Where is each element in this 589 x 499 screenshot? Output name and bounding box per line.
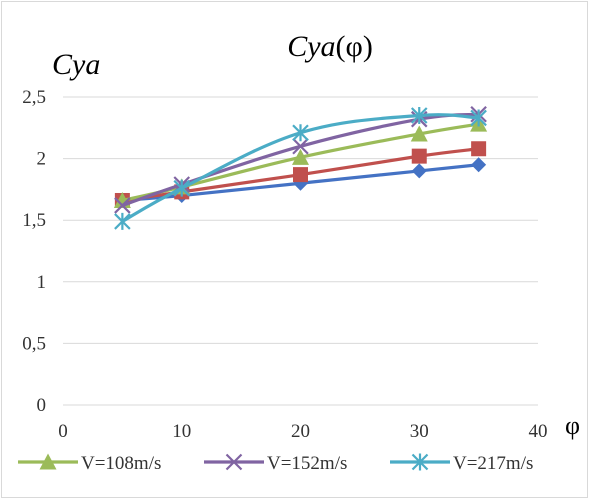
y-tick-label-4: 2	[37, 149, 47, 170]
series-0-point-4	[471, 157, 487, 173]
grid	[63, 96, 538, 344]
series-1-point-4	[471, 141, 487, 157]
legend-marker-0	[39, 453, 57, 470]
legend-label-1: V=152m/s	[267, 453, 347, 474]
series-4-point-2	[292, 124, 309, 142]
series-1-point-2	[293, 167, 308, 183]
chart-title-main: Cya	[287, 30, 335, 63]
series-4-point-3	[410, 106, 428, 124]
series-4-point-0	[114, 212, 131, 230]
y-tick-label-1: 0,5	[22, 333, 46, 354]
x-tick-label-1: 10	[172, 421, 191, 442]
legend-label-2: V=217m/s	[453, 453, 533, 474]
series-3	[114, 105, 487, 214]
chart-title: Cya(φ)	[287, 30, 373, 63]
series-group	[113, 105, 488, 230]
series-4	[114, 106, 487, 230]
series-4-point-4	[470, 109, 487, 127]
tick-labels: 0 0,5 1 1,5 2 2,5 0 10 20 30 40	[22, 87, 547, 442]
y-axis-label: Cya	[52, 48, 100, 81]
y-tick-label-3: 1,5	[22, 210, 46, 231]
series-1-point-3	[411, 148, 427, 164]
legend-item-1: V=152m/s	[204, 453, 347, 474]
legend-item-0: V=108m/s	[18, 453, 161, 474]
x-tick-label-4: 40	[529, 421, 548, 442]
legend-marker-1	[225, 453, 243, 471]
y-tick-label-2: 1	[37, 272, 47, 293]
x-tick-label-0: 0	[58, 421, 68, 442]
chart-title-paren: (φ)	[336, 30, 373, 63]
legend-item-2: V=217m/s	[390, 453, 533, 474]
x-tick-label-3: 30	[410, 421, 429, 442]
legend-label-0: V=108m/s	[81, 453, 161, 474]
x-tick-label-2: 20	[291, 421, 310, 442]
series-2-point-2	[292, 148, 309, 165]
series-3-point-0	[114, 197, 131, 214]
legend: V=108m/s V=152m/s V=217m/s	[18, 453, 533, 474]
y-tick-label-5: 2,5	[22, 87, 46, 108]
series-2-point-3	[410, 125, 428, 142]
x-axis-label: φ	[565, 411, 580, 440]
series-3-point-2	[292, 138, 309, 155]
y-tick-label-0: 0	[37, 395, 47, 416]
series-4-point-1	[173, 179, 191, 197]
series-0-point-3	[411, 163, 427, 179]
legend-marker-2	[411, 453, 429, 471]
